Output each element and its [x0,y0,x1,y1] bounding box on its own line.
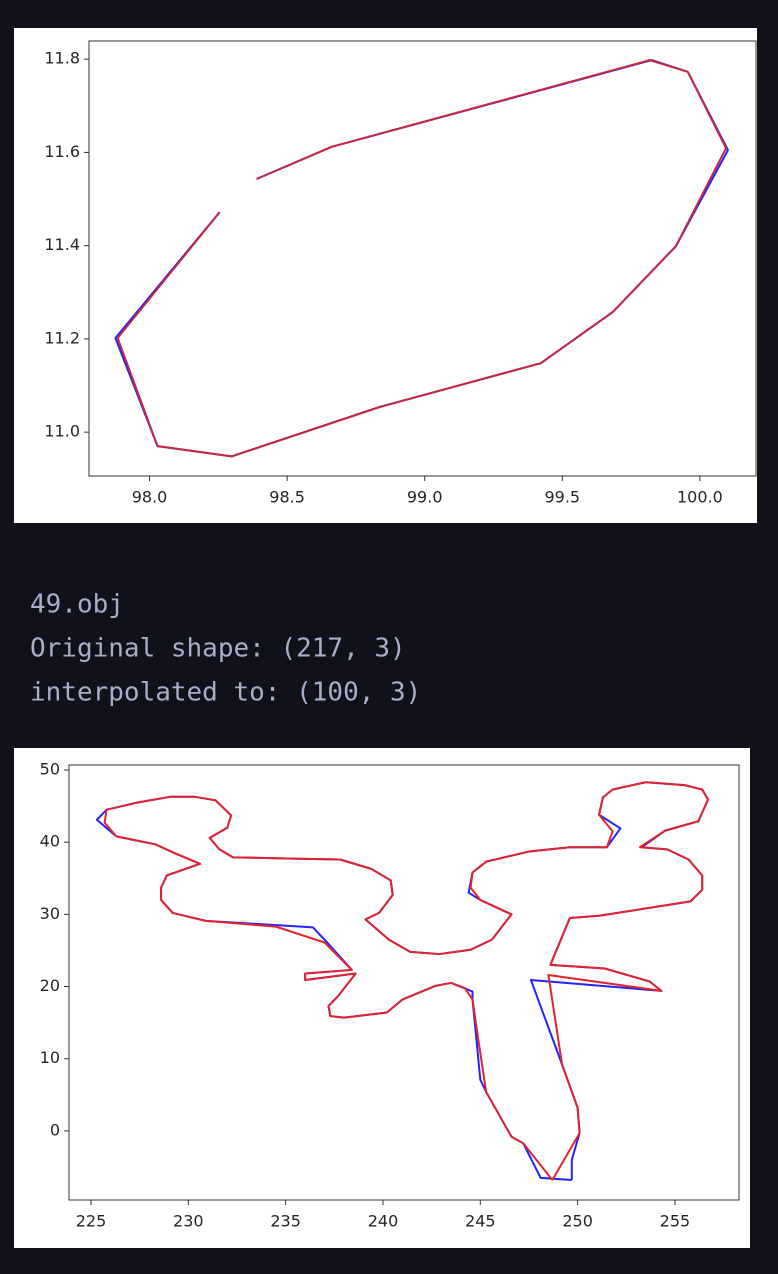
x-tick-label: 98.5 [269,488,305,507]
x-tick-label: 245 [465,1212,496,1231]
y-tick-label: 0 [50,1120,60,1139]
y-tick-label: 11.2 [44,328,80,347]
y-tick-label: 11.0 [44,422,80,441]
plot-panel [14,748,750,1248]
x-tick-label: 235 [270,1212,301,1231]
output-line: Original shape: (217, 3) [30,634,406,664]
series-line [103,781,710,1181]
x-tick-label: 100.0 [677,488,723,507]
x-tick-label: 230 [173,1212,204,1231]
axes-frame [88,40,757,477]
output-line: 49.obj [30,590,124,620]
x-tick-label: 99.0 [407,488,443,507]
x-tick-label: 240 [368,1212,399,1231]
y-tick-label: 10 [40,1048,60,1067]
y-tick-label: 30 [40,904,60,923]
x-tick-label: 250 [562,1212,593,1231]
y-tick-label: 40 [40,832,60,851]
y-tick-label: 11.4 [44,235,80,254]
y-tick-label: 11.8 [44,49,80,68]
y-tick-label: 20 [40,976,60,995]
axes-frame [68,764,740,1201]
x-tick-label: 225 [76,1212,107,1231]
series-line [116,59,728,458]
plot-panel [14,28,757,523]
x-tick-label: 99.5 [544,488,580,507]
output-line: interpolated to: (100, 3) [30,678,421,708]
x-tick-label: 98.0 [132,488,168,507]
y-tick-label: 11.6 [44,142,80,161]
x-tick-label: 255 [660,1212,691,1231]
y-tick-label: 50 [40,759,60,778]
